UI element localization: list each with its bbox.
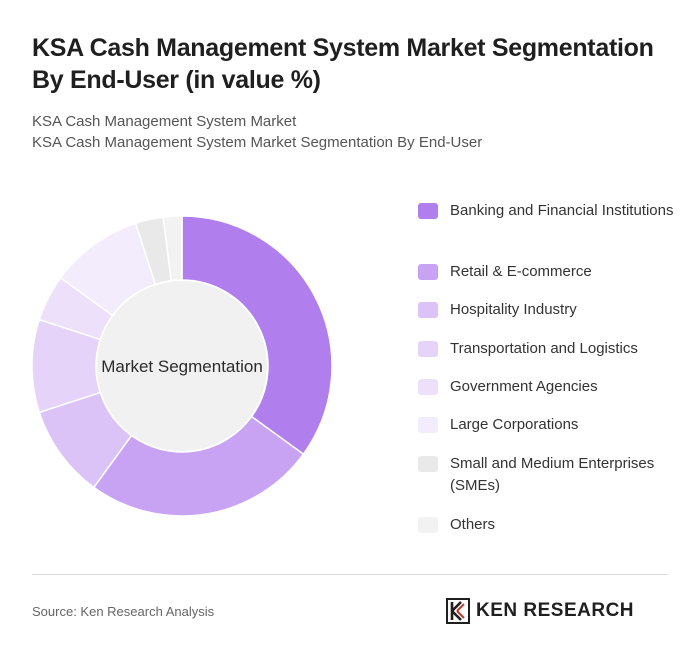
legend-label: Banking and Financial Institutions: [450, 202, 674, 219]
donut-slice-1: [181, 215, 333, 456]
legend-swatch: [418, 302, 438, 318]
legend-label: Government Agencies: [450, 378, 598, 395]
brand-name: KEN RESEARCH: [476, 600, 635, 621]
legend-swatch: [418, 341, 438, 357]
donut-slice-8: [162, 215, 183, 282]
legend-swatch: [418, 203, 438, 219]
legend-label: Others: [450, 516, 496, 533]
legend-swatch: [418, 379, 438, 395]
legend-label: Small and Medium Enterprises (SMEs): [450, 455, 655, 494]
chart-subtitle-market: KSA Cash Management System Market: [32, 113, 297, 130]
donut-slice-2: [92, 415, 305, 517]
donut-center: [97, 281, 267, 451]
legend-label: Retail & E-commerce: [450, 263, 592, 280]
legend-swatch: [418, 264, 438, 280]
source-note: Source: Ken Research Analysis: [32, 604, 215, 619]
footer-divider: [32, 574, 668, 575]
ken-research-mark-icon: [446, 598, 470, 624]
legend-label: Hospitality Industry: [450, 301, 577, 318]
legend-swatch: [418, 456, 438, 472]
donut-chart: Market Segmentation: [31, 215, 333, 517]
legend-label: Transportation and Logistics: [450, 340, 638, 357]
chart-subtitle-segmentation: KSA Cash Management System Market Segmen…: [32, 134, 483, 151]
legend-swatch: [418, 517, 438, 533]
donut-center-label: Market Segmentation: [101, 357, 263, 376]
legend-swatch: [418, 417, 438, 433]
legend-label: Large Corporations: [450, 416, 579, 433]
chart-title: KSA Cash Management System Market Segmen…: [32, 34, 654, 94]
ken-research-logo: KEN RESEARCH: [446, 598, 670, 626]
